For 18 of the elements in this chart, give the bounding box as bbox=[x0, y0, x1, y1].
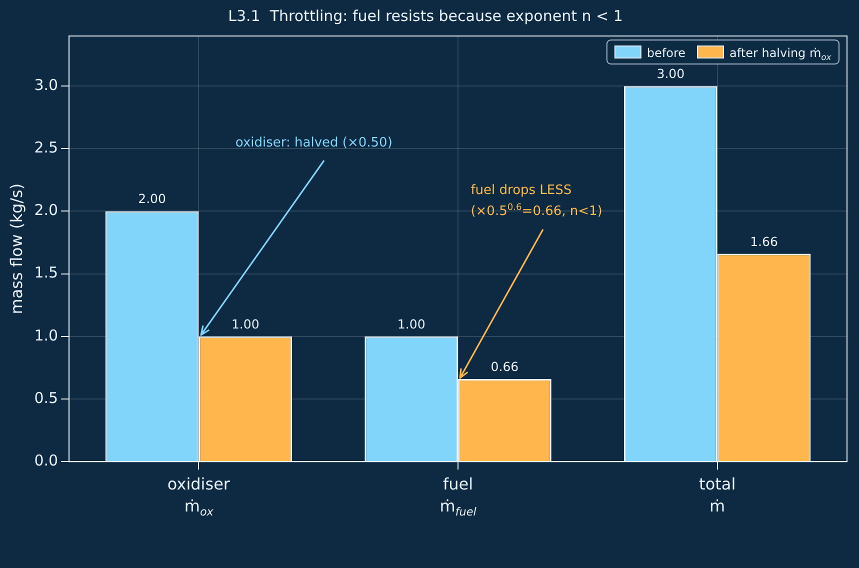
data-label: 1.66 bbox=[750, 234, 778, 249]
data-label: 0.66 bbox=[490, 358, 519, 374]
y-tick-label: 1.5 bbox=[34, 264, 58, 282]
y-axis-title: mass flow (kg/s) bbox=[6, 183, 26, 314]
y-tick-label: 1.0 bbox=[34, 326, 58, 344]
data-label: 1.00 bbox=[397, 316, 426, 332]
y-tick-label: 2.0 bbox=[34, 201, 58, 220]
y-tick-label: 2.5 bbox=[34, 138, 58, 157]
y-tick-label: 0.0 bbox=[34, 451, 58, 470]
x-tick-label: total ṁ bbox=[699, 474, 736, 516]
data-label: 1.00 bbox=[231, 316, 260, 332]
annotation: oxidiser: halved (×0.50) bbox=[235, 135, 392, 150]
y-tick-label: 0.5 bbox=[34, 388, 58, 407]
data-label: 2.00 bbox=[138, 191, 166, 206]
y-tick-label: 3.0 bbox=[34, 76, 58, 94]
chart-title: L3.1 Throttling: fuel resists because exponent n < 1 bbox=[228, 6, 623, 25]
data-label: 3.00 bbox=[656, 66, 685, 82]
legend-label: before bbox=[646, 46, 686, 60]
